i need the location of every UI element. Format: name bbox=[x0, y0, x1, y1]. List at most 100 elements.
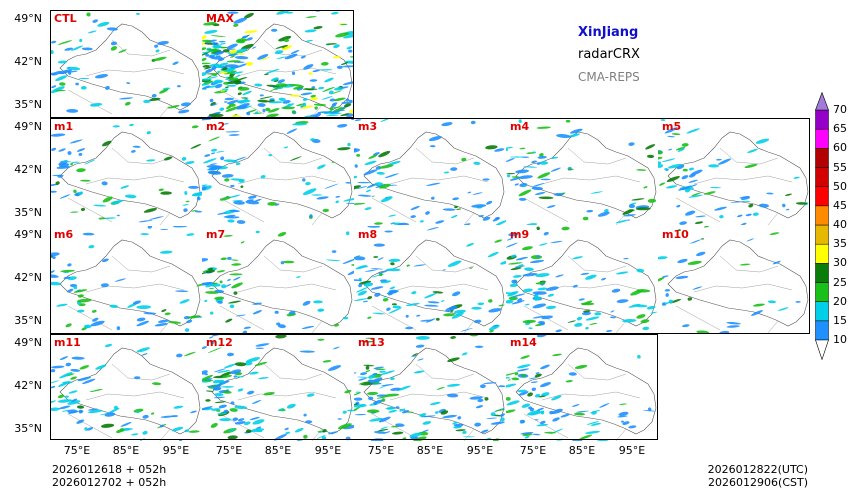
radar-echo bbox=[132, 300, 141, 305]
radar-echo bbox=[289, 156, 302, 161]
radar-echo bbox=[519, 419, 524, 424]
panel-label: m13 bbox=[358, 336, 385, 349]
radar-echo bbox=[77, 294, 84, 298]
radar-echo bbox=[90, 320, 105, 327]
radar-echo bbox=[664, 127, 678, 134]
radar-echo bbox=[517, 364, 531, 369]
radar-echo bbox=[265, 68, 280, 74]
radar-echo bbox=[551, 395, 562, 401]
radar-echo bbox=[196, 283, 202, 287]
radar-echo bbox=[331, 250, 337, 253]
radar-echo bbox=[320, 61, 329, 66]
panel-label: m2 bbox=[206, 120, 226, 133]
radar-echo bbox=[143, 207, 157, 213]
radar-echo bbox=[251, 46, 257, 49]
radar-echo bbox=[409, 432, 422, 438]
radar-echo bbox=[219, 418, 232, 422]
radar-echo bbox=[231, 71, 244, 75]
radar-echo bbox=[364, 207, 372, 211]
radar-echo bbox=[286, 403, 296, 409]
radar-echo bbox=[281, 106, 296, 110]
radar-echo bbox=[210, 35, 226, 37]
panel-label: m4 bbox=[510, 120, 530, 133]
radar-echo bbox=[212, 56, 223, 60]
panel-label: m12 bbox=[206, 336, 233, 349]
radar-echo bbox=[751, 310, 763, 316]
radar-echo bbox=[343, 103, 352, 108]
radar-echo bbox=[506, 148, 509, 152]
radar-echo bbox=[136, 305, 151, 310]
radar-echo bbox=[494, 239, 503, 243]
radar-echo bbox=[159, 88, 169, 94]
radar-echo bbox=[330, 90, 343, 95]
radar-echo bbox=[110, 199, 124, 205]
panel-label: MAX bbox=[206, 12, 234, 25]
radar-echo bbox=[377, 257, 384, 261]
radar-echo bbox=[708, 164, 719, 168]
map-canvas bbox=[202, 10, 354, 117]
radar-echo bbox=[220, 257, 227, 261]
radar-echo bbox=[235, 314, 246, 317]
radar-echo bbox=[303, 64, 314, 70]
radar-echo bbox=[412, 353, 419, 356]
radar-echo bbox=[691, 192, 701, 197]
radar-echo bbox=[152, 56, 167, 62]
radar-echo bbox=[171, 426, 184, 432]
radar-echo bbox=[666, 185, 678, 189]
radar-echo bbox=[332, 346, 340, 350]
radar-echo bbox=[328, 112, 342, 115]
radar-echo bbox=[50, 190, 57, 193]
radar-echo bbox=[354, 413, 367, 416]
radar-echo bbox=[368, 374, 376, 379]
panel-label: m9 bbox=[510, 228, 530, 241]
admin-boundary bbox=[159, 320, 171, 333]
radar-echo bbox=[379, 370, 386, 373]
radar-echo bbox=[623, 214, 636, 217]
radar-echo bbox=[463, 436, 475, 438]
admin-boundary bbox=[311, 428, 323, 441]
colorbar-segment bbox=[815, 301, 829, 322]
radar-echo bbox=[555, 329, 562, 333]
radar-echo bbox=[233, 23, 239, 27]
radar-echo bbox=[536, 423, 549, 427]
radar-echo bbox=[443, 171, 450, 174]
radar-echo bbox=[390, 387, 401, 391]
radar-echo bbox=[101, 423, 115, 428]
radar-echo bbox=[228, 103, 236, 107]
radar-echo bbox=[186, 233, 195, 236]
lat-tick-label: 35°N bbox=[14, 422, 42, 435]
radar-echo bbox=[284, 53, 298, 60]
radar-echo bbox=[227, 100, 238, 105]
radar-echo bbox=[224, 363, 237, 369]
radar-echo bbox=[218, 40, 226, 43]
radar-echo bbox=[740, 222, 747, 225]
radar-echo bbox=[571, 404, 580, 407]
radar-echo bbox=[358, 382, 365, 385]
radar-echo bbox=[687, 297, 693, 301]
radar-echo bbox=[539, 153, 544, 157]
radar-echo bbox=[203, 379, 214, 382]
admin-boundary bbox=[693, 283, 793, 293]
radar-echo bbox=[529, 259, 545, 264]
radar-echo bbox=[78, 409, 83, 414]
radar-echo bbox=[580, 272, 590, 275]
radar-echo bbox=[54, 89, 66, 92]
xinjiang-boundary bbox=[211, 131, 353, 219]
radar-echo bbox=[211, 65, 217, 71]
radar-echo bbox=[688, 194, 704, 198]
radar-echo bbox=[205, 291, 219, 294]
radar-echo bbox=[704, 191, 716, 195]
radar-echo bbox=[50, 133, 66, 137]
xinjiang-boundary bbox=[59, 23, 201, 111]
radar-echo bbox=[222, 49, 230, 53]
radar-echo bbox=[136, 347, 150, 353]
radar-echo bbox=[354, 279, 362, 281]
radar-echo bbox=[567, 320, 576, 323]
radar-echo bbox=[304, 29, 317, 33]
radar-echo bbox=[221, 374, 233, 378]
radar-echo bbox=[164, 312, 171, 316]
radar-echo bbox=[472, 192, 483, 195]
radar-echo bbox=[64, 395, 69, 398]
radar-echo bbox=[309, 79, 318, 82]
radar-echo bbox=[278, 97, 286, 102]
